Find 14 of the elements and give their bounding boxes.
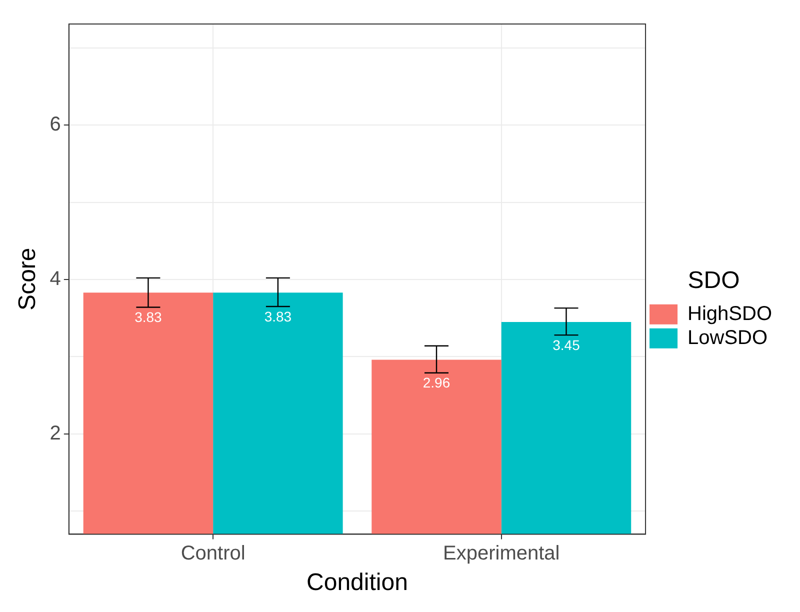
y-tick-label: 6 xyxy=(50,114,61,136)
data-label: 3.45 xyxy=(552,336,580,353)
data-label: 3.83 xyxy=(134,309,162,326)
legend-label: LowSDO xyxy=(688,326,768,349)
x-tick-label: Control xyxy=(180,542,246,565)
legend-title: SDO xyxy=(688,267,740,294)
y-tick-label: 4 xyxy=(50,268,61,290)
y-tick-label: 2 xyxy=(50,422,61,444)
x-tick-label: Experimental xyxy=(443,542,560,565)
y-axis-title: Score xyxy=(14,248,42,310)
legend-label: HighSDO xyxy=(688,302,772,325)
data-label: 3.83 xyxy=(264,308,292,324)
data-label: 2.96 xyxy=(422,374,450,391)
x-axis-title: Condition xyxy=(306,569,408,596)
